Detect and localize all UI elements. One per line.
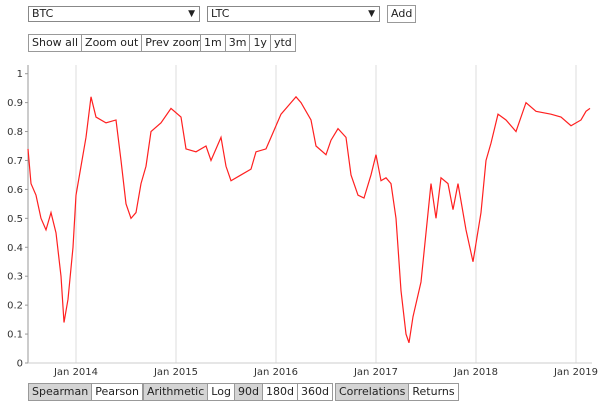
chart: Jan 2014 Jan 2015 Jan 2016 Jan 2017 Jan 2018… (7, 65, 598, 378)
y-tick-label: 1 (17, 69, 23, 80)
asset-label: LTC (211, 7, 230, 20)
button[interactable]: Show all (28, 34, 83, 52)
asset-label: BTC (32, 7, 54, 20)
dropdown-arrow: ▼ (188, 9, 195, 19)
button[interactable]: ytd (269, 34, 296, 52)
dropdown-arrow: ▼ (368, 9, 375, 19)
x-tick-label: Jan 2016 (253, 367, 298, 378)
y-tick-label: 0.7 (7, 156, 23, 167)
y-tick-label: 0.5 (7, 214, 23, 225)
zoom-group: Show all Zoom out Prev zoom (28, 34, 207, 52)
y-tick-label: 0 (17, 359, 23, 370)
window-group: 90d 180d 360d (234, 383, 333, 401)
x-tick-label: Jan 2018 (453, 367, 498, 378)
button[interactable]: 3m (224, 34, 251, 52)
button[interactable]: 360d (296, 383, 333, 401)
view-group: Correlations Returns (335, 383, 459, 401)
button[interactable]: 1y (249, 34, 271, 52)
button[interactable]: 1m (200, 34, 226, 52)
button[interactable]: Prev zoom (141, 34, 207, 52)
button[interactable]: Spearman (28, 383, 93, 401)
correlation-line (27, 95, 591, 343)
scale-group: Arithmetic Log (143, 383, 235, 401)
y-tick-label: 0.3 (7, 272, 23, 283)
x-tick-label: Jan 2019 (553, 367, 598, 378)
range-group: 1m 3m 1y ytd (200, 34, 296, 52)
button[interactable]: Pearson (91, 383, 143, 401)
method-group: Spearman Pearson (28, 383, 143, 401)
button[interactable]: Returns (408, 383, 459, 401)
y-tick-label: 0.8 (7, 127, 23, 138)
button[interactable]: 90d (234, 383, 263, 401)
x-tick-label: Jan 2015 (153, 367, 198, 378)
asset-select[interactable]: LTC ▼ (207, 6, 380, 22)
button[interactable]: Correlations (335, 383, 410, 401)
x-tick-label: Jan 2017 (353, 367, 398, 378)
y-tick-label: 0.1 (7, 330, 23, 341)
button[interactable]: 180d (261, 383, 298, 401)
button[interactable]: Arithmetic (143, 383, 209, 401)
button[interactable]: Log (207, 383, 235, 401)
x-tick-label: Jan 2014 (53, 367, 98, 378)
y-tick-label: 0.4 (7, 243, 23, 254)
y-tick-label: 0.6 (7, 185, 23, 196)
y-tick-label: 0.9 (7, 98, 23, 109)
add-button[interactable]: Add (387, 5, 417, 23)
button[interactable]: Zoom out (81, 34, 143, 52)
asset-select[interactable]: BTC ▼ (28, 6, 200, 22)
y-tick-label: 0.2 (7, 301, 23, 312)
